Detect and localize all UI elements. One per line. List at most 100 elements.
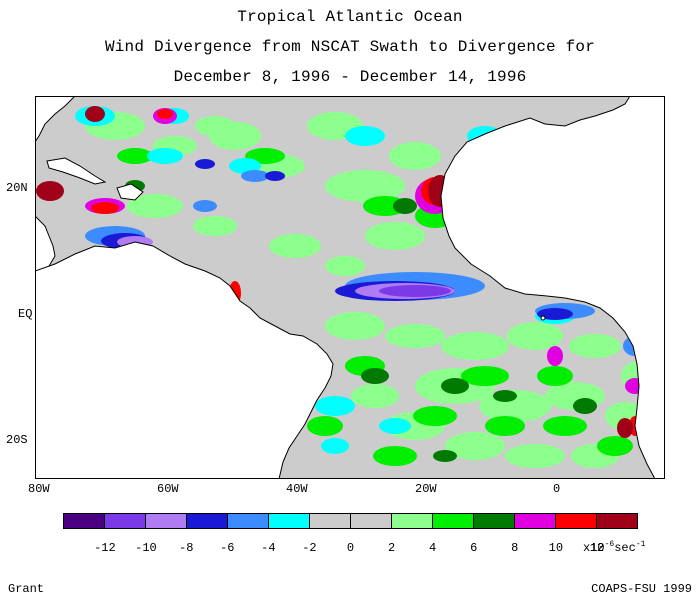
colorbar-tick-label: -2 bbox=[302, 541, 317, 555]
divergence-patch bbox=[385, 324, 445, 348]
map-title: Tropical Atlantic Ocean bbox=[237, 8, 463, 26]
colorbar-swatch bbox=[391, 514, 432, 528]
divergence-patch bbox=[91, 202, 119, 214]
land-island bbox=[540, 315, 546, 321]
colorbar-tick-label: -6 bbox=[220, 541, 235, 555]
colorbar-tick-label: 10 bbox=[548, 541, 564, 555]
land-cuba bbox=[46, 157, 107, 185]
divergence-patch bbox=[379, 285, 451, 297]
divergence-patch bbox=[351, 384, 399, 408]
map-frame bbox=[35, 96, 665, 479]
divergence-patch bbox=[241, 170, 269, 182]
lon-label-0: 0 bbox=[553, 482, 561, 496]
divergence-patch bbox=[379, 418, 411, 434]
land-south-america bbox=[35, 241, 334, 479]
divergence-patch bbox=[537, 308, 573, 320]
land-hispaniola bbox=[116, 183, 144, 201]
divergence-patch bbox=[117, 148, 153, 164]
colorbar bbox=[63, 513, 638, 529]
colorbar-swatch bbox=[432, 514, 473, 528]
divergence-patch bbox=[325, 170, 405, 202]
map-date-range: December 8, 1996 - December 14, 1996 bbox=[173, 68, 527, 86]
colorbar-tick-label: 6 bbox=[470, 541, 478, 555]
lat-label-20n: 20N bbox=[6, 181, 28, 195]
divergence-patch bbox=[265, 171, 285, 181]
lon-label-60w: 60W bbox=[157, 482, 179, 496]
colorbar-swatch bbox=[596, 514, 637, 528]
divergence-patch bbox=[389, 142, 441, 170]
lon-label-80w: 80W bbox=[28, 482, 50, 496]
colorbar-tick-label: -4 bbox=[261, 541, 276, 555]
colorbar-units: x10-6sec-1 bbox=[583, 540, 645, 555]
colorbar-labels: -12 -10 -8 -6 -4 -2 0 2 4 6 8 10 12 bbox=[0, 541, 700, 557]
colorbar-swatch bbox=[268, 514, 309, 528]
colorbar-swatch bbox=[473, 514, 514, 528]
colorbar-swatch bbox=[186, 514, 227, 528]
colorbar-tick-label: 8 bbox=[511, 541, 519, 555]
land-africa bbox=[440, 96, 665, 479]
colorbar-swatch bbox=[104, 514, 145, 528]
author-credit: Grant bbox=[8, 582, 45, 596]
colorbar-tick-label: -8 bbox=[179, 541, 194, 555]
divergence-patch bbox=[393, 198, 417, 214]
divergence-patch bbox=[433, 450, 457, 462]
lon-label-20w: 20W bbox=[415, 482, 437, 496]
divergence-patch bbox=[505, 444, 565, 468]
divergence-patch bbox=[321, 438, 349, 454]
divergence-patch bbox=[195, 159, 215, 169]
divergence-patch bbox=[85, 106, 105, 122]
colorbar-swatch bbox=[555, 514, 596, 528]
divergence-patch bbox=[441, 332, 509, 360]
divergence-patch bbox=[573, 398, 597, 414]
lat-label-eq: EQ bbox=[18, 307, 33, 321]
divergence-patch bbox=[441, 378, 469, 394]
divergence-patch bbox=[345, 126, 385, 146]
divergence-patch bbox=[361, 368, 389, 384]
divergence-patch bbox=[569, 334, 621, 358]
divergence-patch bbox=[193, 200, 217, 212]
divergence-patch bbox=[127, 194, 183, 218]
colorbar-swatch bbox=[514, 514, 555, 528]
divergence-patch bbox=[507, 322, 563, 350]
colorbar-swatch bbox=[350, 514, 391, 528]
divergence-patch bbox=[493, 390, 517, 402]
divergence-patch bbox=[445, 432, 505, 460]
divergence-patch bbox=[537, 366, 573, 386]
colorbar-tick-label: -12 bbox=[94, 541, 116, 555]
divergence-patch bbox=[36, 181, 64, 201]
units-exponent-2: -1 bbox=[635, 540, 646, 549]
divergence-map bbox=[35, 96, 665, 479]
map-subtitle: Wind Divergence from NSCAT Swath to Dive… bbox=[104, 38, 596, 56]
divergence-patches bbox=[36, 106, 649, 468]
divergence-patch bbox=[269, 234, 321, 258]
colorbar-tick-label: 4 bbox=[429, 541, 437, 555]
divergence-patch bbox=[597, 436, 633, 456]
units-exponent: -6 bbox=[604, 540, 615, 549]
organization-credit: COAPS-FSU 1999 bbox=[591, 582, 692, 596]
colorbar-swatch bbox=[227, 514, 268, 528]
divergence-patch bbox=[365, 222, 425, 250]
divergence-patch bbox=[307, 416, 343, 436]
units-prefix: x10 bbox=[583, 541, 605, 555]
divergence-patch bbox=[325, 312, 385, 340]
divergence-patch bbox=[229, 158, 261, 174]
colorbar-swatch bbox=[64, 514, 104, 528]
colorbar-swatch bbox=[145, 514, 186, 528]
lon-label-40w: 40W bbox=[286, 482, 308, 496]
colorbar-swatch bbox=[309, 514, 350, 528]
divergence-patch bbox=[413, 406, 457, 426]
divergence-patch bbox=[315, 396, 355, 416]
lat-label-20s: 20S bbox=[6, 433, 28, 447]
colorbar-tick-label: 0 bbox=[346, 541, 355, 555]
divergence-patch bbox=[147, 148, 183, 164]
divergence-patch bbox=[325, 256, 365, 276]
units-suffix: sec bbox=[614, 541, 636, 555]
divergence-patch bbox=[543, 416, 587, 436]
divergence-patch bbox=[193, 216, 237, 236]
divergence-patch bbox=[461, 366, 509, 386]
divergence-patch bbox=[195, 116, 235, 136]
divergence-patch bbox=[157, 109, 173, 119]
colorbar-tick-label: 2 bbox=[387, 541, 396, 555]
divergence-patch bbox=[485, 416, 525, 436]
divergence-patch bbox=[373, 446, 417, 466]
